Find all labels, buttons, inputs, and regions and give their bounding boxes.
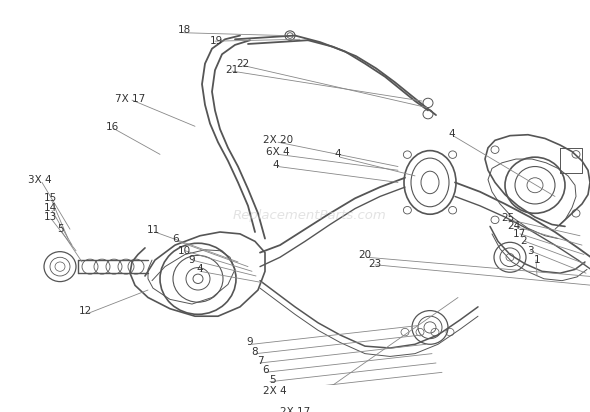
Text: 25: 25	[502, 213, 514, 223]
Text: 3: 3	[527, 246, 533, 256]
Text: 7: 7	[257, 356, 263, 366]
Text: 21: 21	[225, 65, 238, 75]
Text: 7X 17: 7X 17	[115, 94, 145, 104]
Text: 8: 8	[252, 347, 258, 357]
Text: 5: 5	[57, 224, 63, 234]
Text: 6: 6	[263, 365, 269, 375]
Text: 12: 12	[78, 306, 91, 316]
Text: 13: 13	[44, 212, 57, 222]
Text: 18: 18	[178, 25, 191, 35]
Text: 24: 24	[507, 221, 520, 232]
Text: 9: 9	[189, 255, 195, 265]
Text: 4: 4	[273, 160, 279, 170]
Text: 2: 2	[521, 236, 527, 246]
Text: 10: 10	[178, 246, 191, 256]
Text: 2X 17: 2X 17	[280, 407, 310, 412]
Text: 2X 20: 2X 20	[263, 135, 293, 145]
Text: 4: 4	[448, 129, 455, 139]
Text: 9: 9	[247, 337, 253, 347]
Text: 16: 16	[106, 122, 119, 132]
Text: 5: 5	[268, 375, 276, 385]
Text: ReplacementParts.com: ReplacementParts.com	[233, 208, 387, 222]
Text: 23: 23	[368, 259, 382, 269]
Text: 15: 15	[44, 193, 57, 204]
Text: 4: 4	[196, 265, 204, 274]
Text: 19: 19	[209, 36, 222, 46]
Text: 2X 4: 2X 4	[263, 386, 287, 396]
Text: 6X 4: 6X 4	[266, 147, 290, 157]
Text: 1: 1	[534, 255, 540, 265]
Text: 14: 14	[44, 203, 57, 213]
Text: 11: 11	[146, 225, 160, 235]
Text: 4: 4	[335, 150, 341, 159]
Text: 17: 17	[512, 229, 526, 239]
Text: 20: 20	[359, 250, 372, 260]
Text: 6: 6	[173, 234, 179, 244]
Text: 3X 4: 3X 4	[28, 175, 52, 185]
Text: 22: 22	[237, 59, 250, 69]
